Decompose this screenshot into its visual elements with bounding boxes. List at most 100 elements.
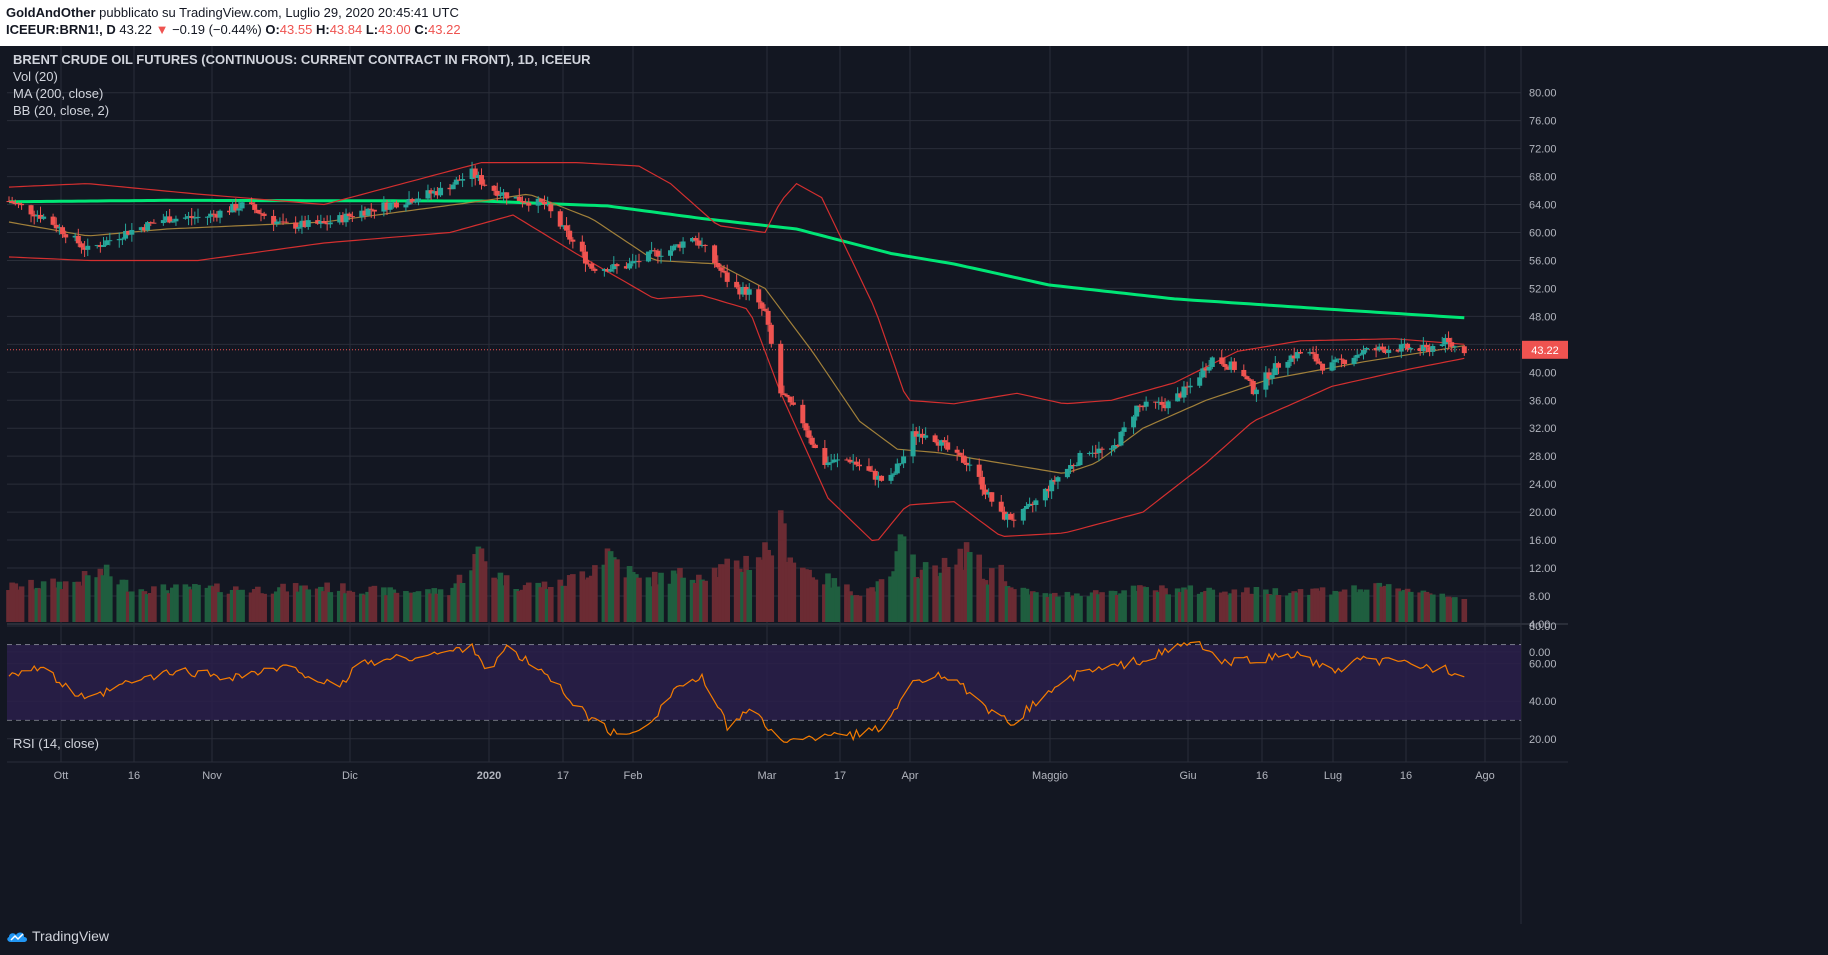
volume-bar (97, 568, 104, 622)
y-tick-label: 24.00 (1529, 479, 1557, 491)
candle-body (416, 198, 421, 202)
candle-body (979, 476, 985, 490)
candle-body (942, 440, 948, 443)
volume-bar (588, 575, 595, 622)
volume-bar (500, 585, 507, 622)
candle-body (592, 268, 598, 271)
close-value: 43.22 (428, 22, 461, 37)
candle-body (1398, 344, 1404, 352)
candle-body (497, 194, 503, 196)
volume-bar (1206, 587, 1212, 622)
candle-body (479, 175, 484, 185)
volume-bar (1445, 596, 1452, 622)
volume-bar (579, 571, 586, 622)
volume-bar (1011, 589, 1017, 622)
candle-body (960, 455, 966, 463)
volume-bar (1133, 590, 1140, 622)
tradingview-logo[interactable]: TradingView (6, 928, 109, 944)
candle-body (1313, 353, 1319, 362)
volume-bar (406, 592, 412, 622)
volume-bar (163, 590, 170, 622)
candle-body (167, 216, 173, 223)
volume-bar (1244, 587, 1250, 622)
y-tick-label: 80.00 (1529, 88, 1557, 100)
volume-bar (831, 578, 838, 622)
volume-bar (425, 589, 431, 622)
candle-body (1288, 355, 1294, 362)
volume-bar (1029, 591, 1036, 622)
candle-body (1449, 342, 1455, 347)
volume-bar (1275, 595, 1282, 622)
candle-body (548, 204, 554, 212)
price-chart[interactable]: 80.00 76.00 72.00 68.00 64.00 60.00 56.00 52.00… (0, 46, 1828, 924)
candle-body (1159, 401, 1165, 405)
volume-bar (1385, 584, 1392, 622)
y-tick-label: 48.00 (1529, 311, 1557, 323)
candle-body (280, 221, 286, 223)
candle-body (586, 263, 592, 265)
candle-body (1175, 393, 1181, 402)
candle-body (340, 215, 346, 223)
candle-body (1376, 346, 1382, 351)
candle-body (1184, 386, 1190, 388)
candle-body (822, 448, 828, 466)
low-value: 43.00 (378, 22, 411, 37)
volume-bar (365, 591, 371, 622)
candle-body (409, 199, 415, 203)
volume-bar (387, 587, 393, 622)
volume-bar (834, 586, 841, 622)
volume-bar (239, 589, 245, 622)
legend-rsi[interactable]: RSI (14, close) (13, 736, 99, 751)
y-tick-label: 28.00 (1529, 451, 1557, 463)
candles (6, 161, 1467, 528)
candle-body (173, 218, 179, 222)
volume-bar (960, 569, 967, 622)
volume-bar (900, 536, 907, 622)
candle-body (809, 437, 815, 445)
volume-bar (866, 588, 872, 622)
candle-body (1361, 349, 1366, 355)
volume-bar (910, 554, 916, 622)
candle-body (214, 214, 220, 218)
volume-bar (585, 577, 592, 622)
candle-body (1269, 375, 1275, 379)
y-tick-label: 32.00 (1529, 423, 1557, 435)
volume-bar (368, 586, 375, 622)
volume-bar (765, 549, 771, 622)
candle-body (249, 202, 255, 205)
candle-body (611, 264, 617, 270)
volume-bar (746, 569, 753, 622)
volume-bar (636, 577, 642, 622)
legend-vol[interactable]: Vol (20) (13, 69, 58, 84)
volume-bar (1001, 581, 1008, 622)
candle-body (614, 264, 620, 267)
last-price-label: 43.22 (1531, 345, 1559, 357)
candle-body (1247, 379, 1253, 381)
candle-body (195, 216, 201, 218)
candle-body (957, 452, 963, 456)
candle-body (834, 459, 840, 461)
candle-body (1351, 357, 1357, 365)
volume-bar (759, 559, 765, 622)
legend-bb[interactable]: BB (20, close, 2) (13, 103, 110, 118)
candle-body (1266, 372, 1272, 379)
candle-body (564, 225, 570, 231)
volume-bar (604, 548, 611, 622)
candle-body (1187, 385, 1193, 388)
symbol-label: ICEEUR:BRN1!, D (6, 22, 116, 37)
y-tick-label: 16.00 (1529, 535, 1557, 547)
volume-bar (844, 584, 850, 622)
legend-ma[interactable]: MA (200, close) (13, 86, 104, 101)
candle-body (41, 216, 47, 219)
volume-bar (56, 581, 63, 622)
candle-body (393, 202, 399, 208)
volume-bar (985, 584, 992, 622)
candle-body (1452, 346, 1458, 348)
x-tick-label: Giu (1179, 770, 1196, 782)
volume-bar (475, 546, 482, 622)
volume-bar (856, 595, 863, 622)
volume-bar (743, 555, 749, 622)
candle-body (1408, 348, 1414, 350)
volume-bar (1152, 590, 1159, 622)
candle-body (501, 192, 507, 195)
